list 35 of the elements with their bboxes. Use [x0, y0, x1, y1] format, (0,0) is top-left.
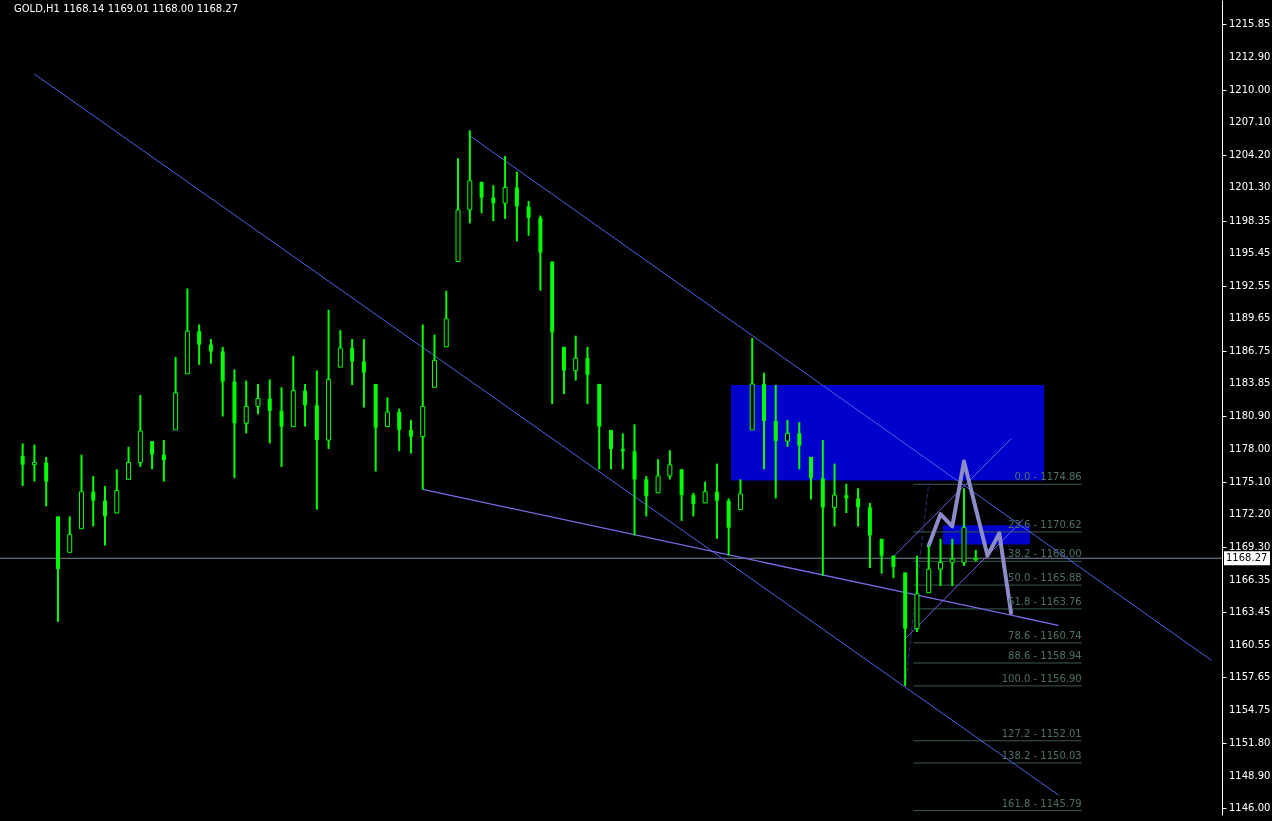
y-tick-label: 1198.35: [1229, 214, 1271, 226]
y-tick-label: 1215.85: [1229, 18, 1271, 30]
y-tick-label: 1172.20: [1229, 508, 1271, 520]
annotation: 100.0 - 1156.90: [1001, 672, 1082, 684]
y-tick-label: 1178.00: [1229, 443, 1271, 455]
y-tick-label: 1169.30: [1229, 540, 1271, 552]
y-tick-label: 1180.90: [1229, 410, 1271, 422]
annotation: 161.8 - 1145.79: [1001, 797, 1082, 809]
y-tick-label: 1146.00: [1229, 802, 1271, 814]
y-tick-label: 1157.65: [1229, 671, 1271, 683]
annotation: 23.6 - 1170.62: [1008, 518, 1082, 530]
y-tick-label: 1160.55: [1229, 638, 1271, 650]
y-tick-label: 1189.65: [1229, 312, 1271, 324]
annotation: 138.2 - 1150.03: [1001, 750, 1082, 762]
y-tick-label: 1183.85: [1229, 377, 1271, 389]
y-tick-label: 1212.90: [1229, 51, 1271, 63]
annotation: 78.6 - 1160.74: [1008, 629, 1082, 641]
y-tick-label: 1166.35: [1229, 573, 1271, 585]
annotation: 127.2 - 1152.01: [1001, 727, 1082, 739]
y-tick-label: 1195.45: [1229, 247, 1271, 259]
y-tick-label: 1148.90: [1229, 769, 1271, 781]
y-tick-label: 1151.80: [1229, 737, 1271, 749]
y-tick-label: 1201.30: [1229, 181, 1271, 193]
y-tick-label: 1186.75: [1229, 344, 1271, 356]
y-tick-label: 1154.75: [1229, 704, 1271, 716]
y-tick-label: 1207.10: [1229, 116, 1271, 128]
y-tick-label: 1204.20: [1229, 148, 1271, 160]
annotation: 88.6 - 1158.94: [1008, 650, 1082, 661]
y-tick-label: 1163.45: [1229, 606, 1271, 618]
ref-line-label: 1168.27: [1226, 552, 1268, 564]
annotation: 50.0 - 1165.88: [1008, 572, 1082, 584]
y-tick-label: 1210.00: [1229, 83, 1271, 95]
y-tick-label: 1192.55: [1229, 279, 1271, 291]
chart-title: GOLD,H1 1168.14 1169.01 1168.00 1168.27: [14, 3, 239, 14]
y-tick-label: 1175.10: [1229, 475, 1271, 487]
